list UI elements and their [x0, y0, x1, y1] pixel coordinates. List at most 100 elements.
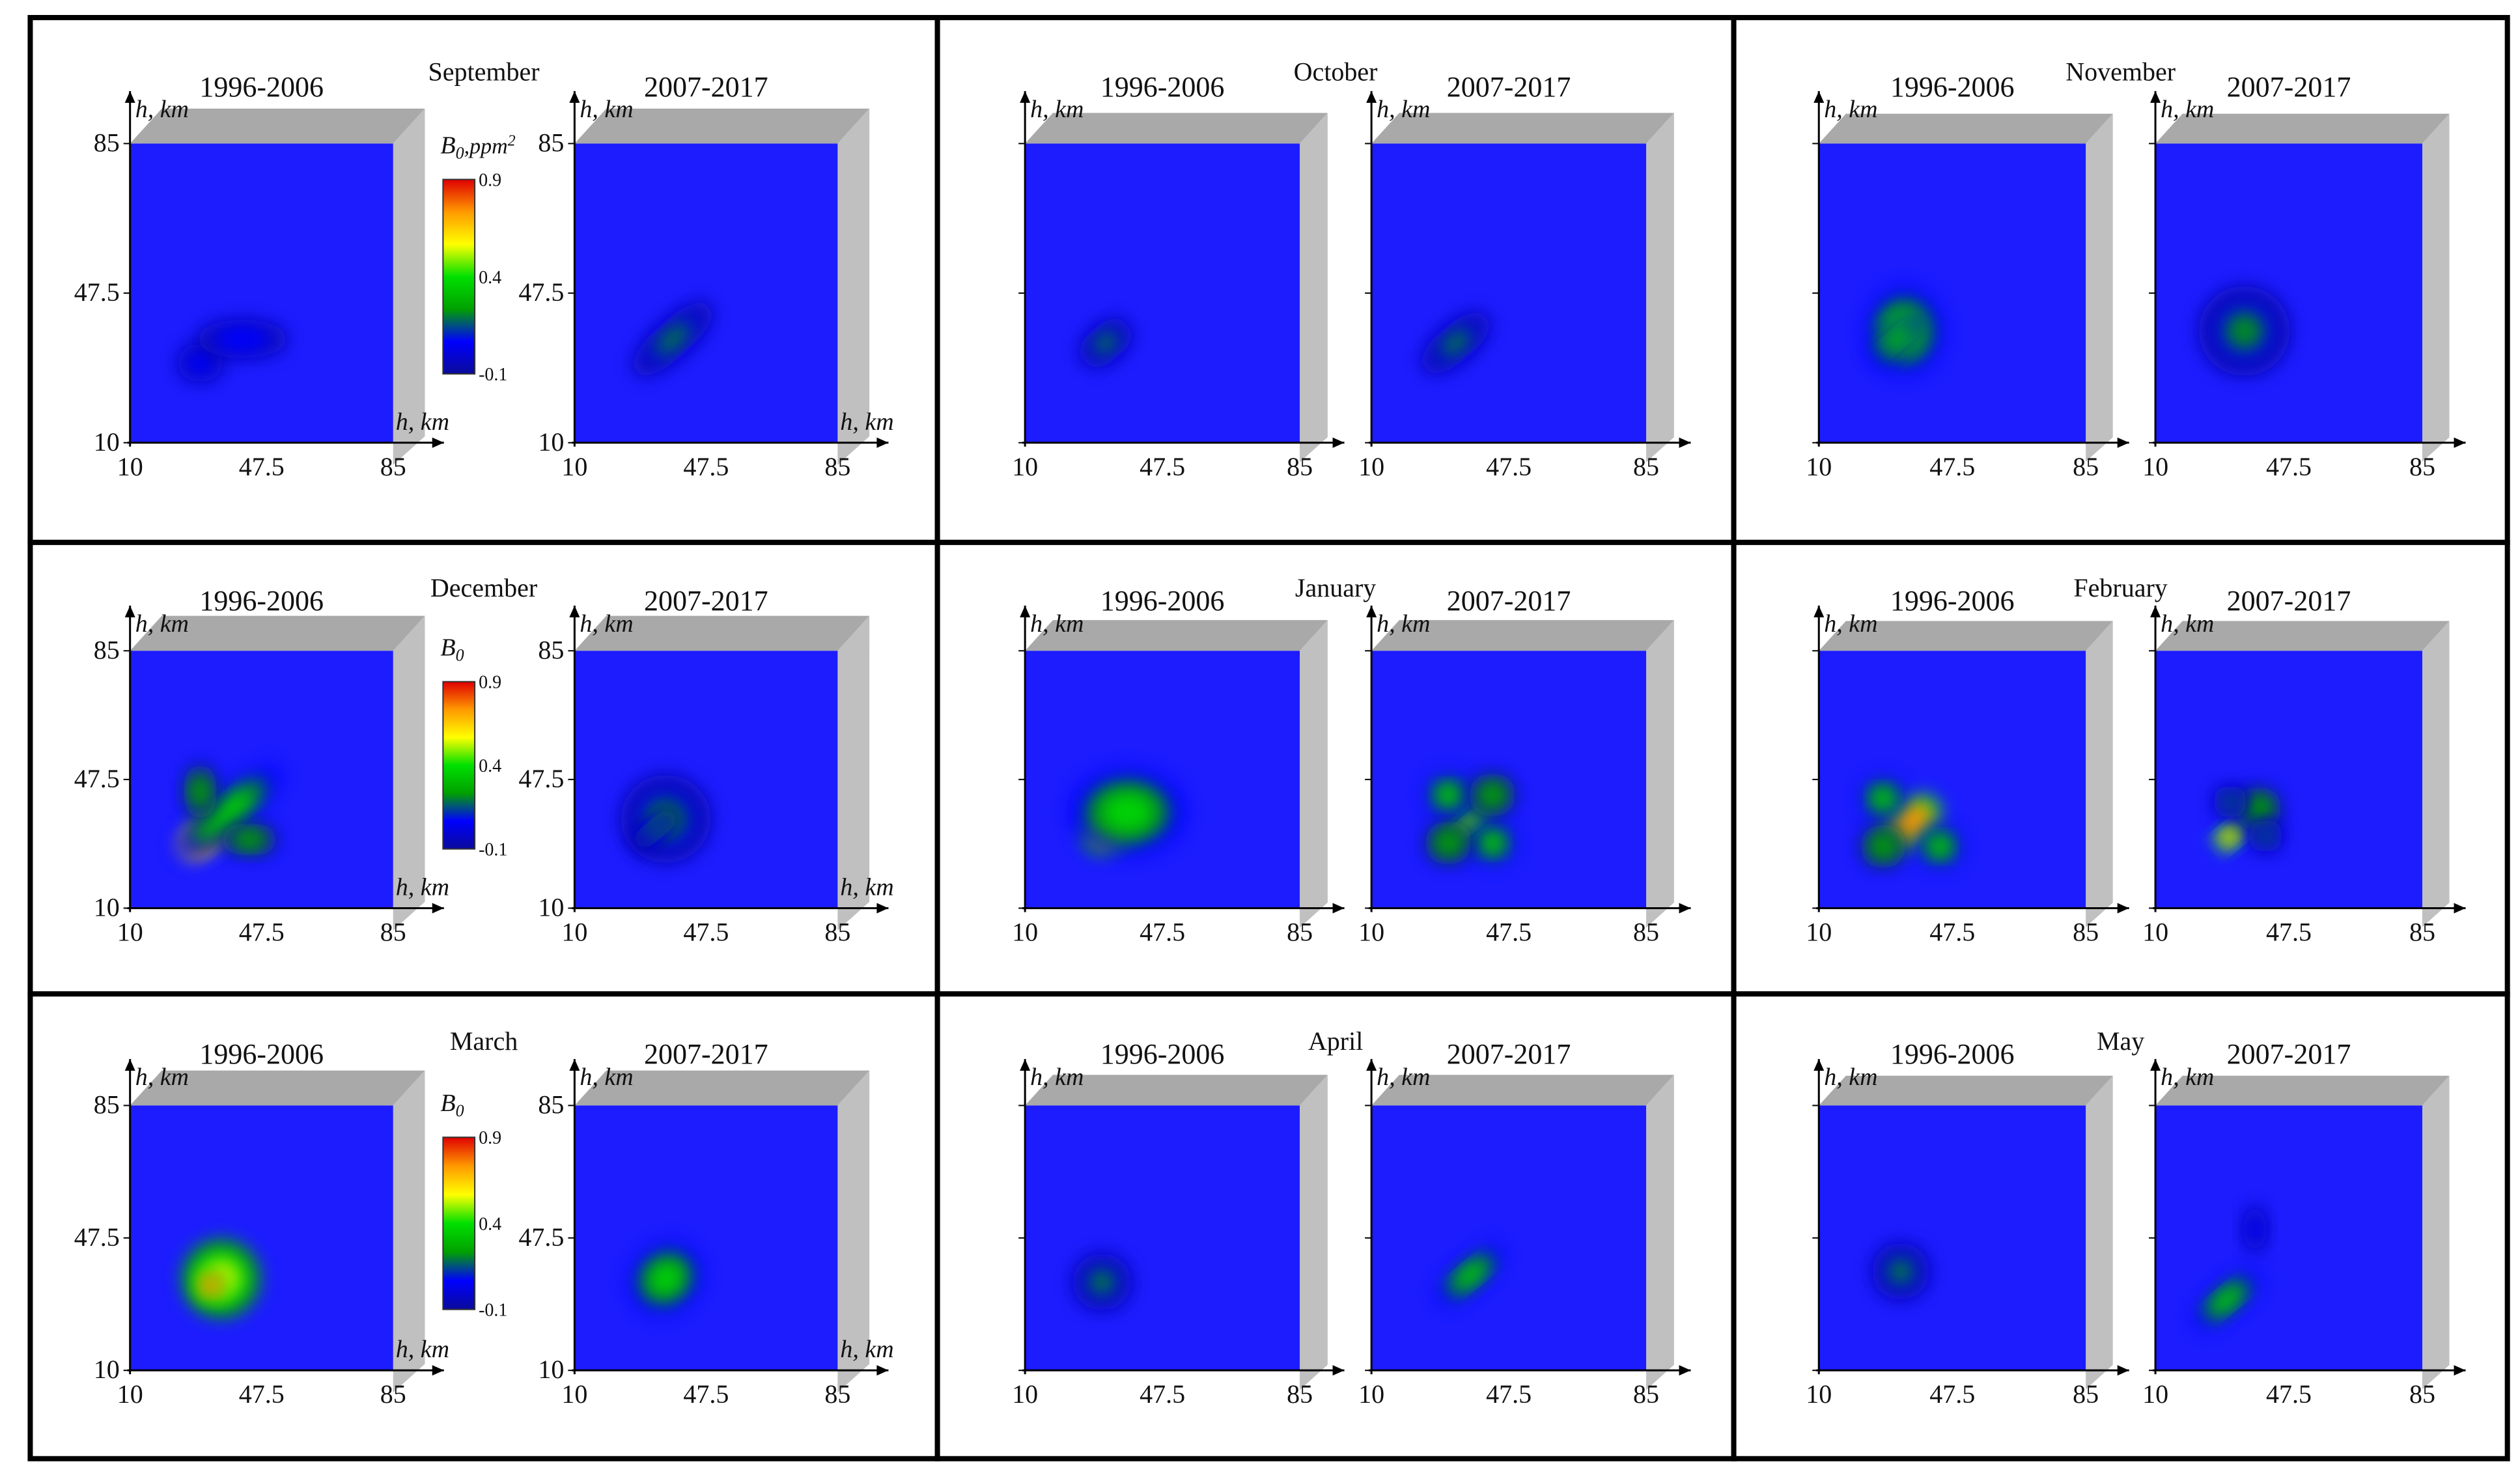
colorbar-tick-label: -0.1: [479, 365, 507, 385]
period-label: 2007-2017: [2227, 1038, 2351, 1070]
x-tick-label: 85: [2409, 1379, 2435, 1409]
period-label: 1996-2006: [1100, 1038, 1225, 1070]
x-tick-label: 10: [117, 452, 143, 481]
x-axis-label: h, km: [396, 1336, 449, 1363]
axes: [1020, 91, 1345, 448]
blob: [1898, 810, 1925, 835]
x-tick-label: 85: [824, 452, 850, 481]
blob-layer: [621, 775, 711, 863]
period-label: 1996-2006: [1100, 585, 1225, 617]
x-tick-label: 85: [380, 917, 406, 946]
y-axis-label: h, km: [2161, 1064, 2214, 1091]
heatmap-2: 2007-2017 h, km 10 47.5 85 10 47.5 85 h, km: [518, 1038, 893, 1409]
x-tick-label: 10: [117, 917, 143, 946]
panel-april: April 1996-2006 h, km 10 47.5 85 2007-2017 h, k…: [934, 991, 1737, 1461]
frame-right: [2422, 1075, 2450, 1390]
period-label: 2007-2017: [644, 1038, 768, 1070]
period-label: 2007-2017: [1447, 1038, 1571, 1070]
period-label: 1996-2006: [1890, 585, 2015, 617]
x-tick-label: 47.5: [1486, 917, 1532, 946]
blob: [236, 832, 262, 847]
frame-right: [393, 1070, 425, 1393]
frame-top: [1025, 113, 1328, 144]
heatmap-2: 2007-2017 h, km 10 47.5 85 10 47.5 85 h, km: [518, 71, 893, 481]
y-axis-label: h, km: [1030, 1064, 1084, 1091]
y-tick-label: 47.5: [74, 1222, 120, 1252]
heatmap-1: 1996-2006 h, km 10 47.5 85: [1806, 1038, 2129, 1409]
x-axis-label: h, km: [396, 873, 449, 901]
frame-top: [1819, 1075, 2113, 1106]
x-tick-label: 10: [2142, 917, 2168, 946]
frame-right: [1300, 113, 1328, 462]
blob: [1888, 1259, 1914, 1284]
frame-top: [2155, 1075, 2450, 1106]
heatmap-2: 2007-2017 h, km 10 47.5 85 10 47.5 85 h, km: [518, 585, 893, 947]
panel-december: December 1996-2006 h, km 10 47.5 85 10 47.5 85 h,…: [27, 539, 940, 997]
axes: [1020, 1059, 1345, 1376]
x-tick-label: 85: [2409, 452, 2435, 481]
heatmap-1: 1996-2006 h, km 10 47.5 85 10 47.5 85 h, km: [74, 71, 449, 481]
y-tick-label: 85: [94, 635, 120, 664]
x-tick-label: 10: [1358, 917, 1384, 946]
frame-right: [393, 108, 425, 465]
blob: [222, 330, 262, 348]
frame-top: [1819, 621, 2113, 651]
colorbar-gradient: [442, 1136, 476, 1310]
x-axis-label: h, km: [840, 1336, 893, 1363]
heatmap-plane: [2155, 1105, 2422, 1371]
frame-right: [837, 615, 870, 931]
x-tick-label: 10: [561, 452, 587, 481]
y-axis-label: h, km: [1377, 610, 1430, 638]
y-axis-label: h, km: [1377, 1064, 1430, 1091]
panel-september: September 1996-2006 h, km 10 47.5 85 10 47.5 85 h…: [27, 15, 940, 545]
panel-january: January 1996-2006 h, km 10 47.5 85 2007-2017 h,…: [934, 539, 1737, 997]
blob: [193, 779, 208, 804]
x-tick-label: 47.5: [239, 452, 285, 481]
blob-layer: [2194, 1206, 2267, 1329]
heatmap-2: 2007-2017 h, km 10 47.5 85: [2142, 71, 2466, 481]
blob: [649, 1262, 682, 1295]
heatmap-2: 2007-2017 h, km 10 47.5 85: [1358, 1038, 1691, 1409]
axes: [124, 91, 444, 448]
blob: [1885, 328, 1909, 350]
y-tick-label: 85: [94, 128, 120, 157]
frame-top: [1371, 1075, 1674, 1106]
frame-right: [2422, 113, 2450, 462]
x-tick-label: 85: [380, 1379, 406, 1409]
colorbar-gradient: [442, 681, 476, 850]
x-tick-label: 47.5: [239, 1379, 285, 1409]
y-axis-label: h, km: [135, 1064, 189, 1091]
blob: [2248, 798, 2269, 819]
heatmap-plane: [1025, 1105, 1300, 1371]
heatmap-plane: [2155, 651, 2422, 909]
y-axis-label: h, km: [1824, 96, 1877, 123]
heatmap-1: 1996-2006 h, km 10 47.5 85: [1806, 585, 2129, 946]
heatmap-plane: [1819, 143, 2086, 443]
period-label: 2007-2017: [644, 585, 768, 617]
y-tick-label: 47.5: [518, 277, 564, 307]
x-tick-label: 10: [1012, 452, 1038, 481]
y-axis-label: h, km: [580, 1064, 633, 1091]
x-axis-label: h, km: [840, 873, 893, 901]
x-tick-label: 85: [824, 917, 850, 946]
period-label: 2007-2017: [2227, 585, 2351, 617]
frame-right: [2422, 621, 2450, 927]
x-tick-label: 85: [1287, 917, 1313, 946]
blob: [2258, 828, 2273, 843]
axes: [124, 605, 444, 914]
blob-layer: [633, 302, 713, 376]
period-label: 1996-2006: [1890, 1038, 2015, 1070]
blob: [1102, 793, 1154, 832]
x-tick-label: 47.5: [1486, 1379, 1532, 1409]
y-tick-label: 10: [94, 427, 120, 457]
blob: [1482, 785, 1503, 805]
frame-top: [1025, 1075, 1328, 1106]
blob-layer: [1069, 768, 1186, 856]
y-tick-label: 10: [94, 892, 120, 922]
blob: [1482, 833, 1503, 853]
x-tick-label: 47.5: [1140, 1379, 1185, 1409]
y-axis-label: h, km: [1824, 610, 1877, 638]
x-tick-label: 85: [824, 1379, 850, 1409]
x-tick-label: 10: [561, 1379, 587, 1409]
blob-layer: [177, 320, 288, 382]
